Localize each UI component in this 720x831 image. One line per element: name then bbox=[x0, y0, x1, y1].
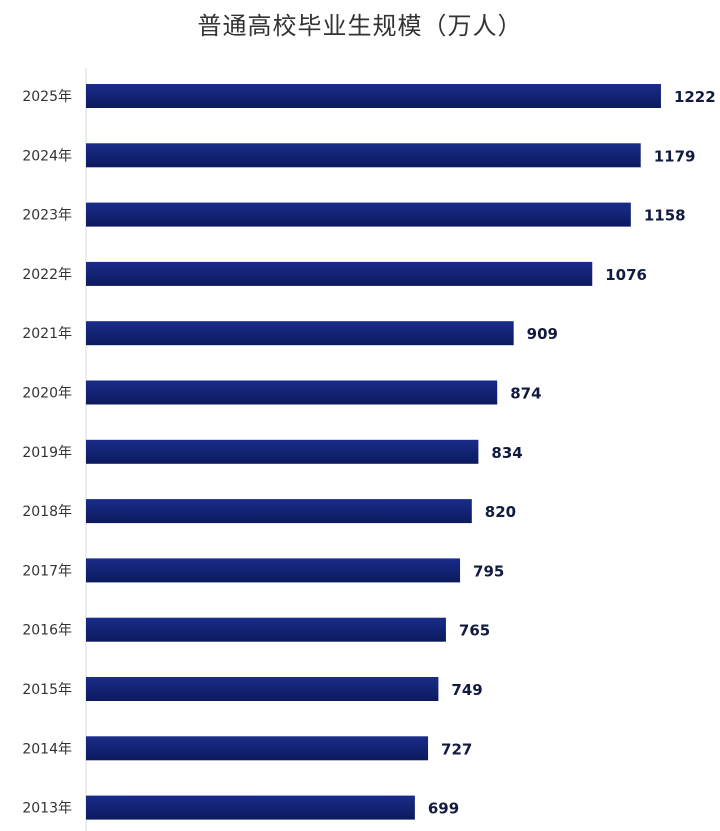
bar bbox=[86, 321, 514, 346]
value-label: 765 bbox=[459, 622, 490, 640]
category-label: 2016年 bbox=[22, 623, 72, 639]
value-label: 1179 bbox=[654, 147, 696, 165]
category-label: 2025年 bbox=[22, 89, 72, 105]
bar bbox=[86, 202, 631, 227]
bars-group: 2025年 1222 2024年 1179 2023年 1158 2022年 1076 2021… bbox=[22, 84, 716, 820]
category-label: 2015年 bbox=[22, 682, 72, 698]
bar bbox=[86, 677, 439, 701]
category-label: 2022年 bbox=[22, 267, 72, 283]
bar bbox=[86, 795, 415, 820]
value-label: 1222 bbox=[674, 88, 716, 106]
bar bbox=[86, 261, 593, 286]
category-label: 2018年 bbox=[22, 504, 72, 520]
category-label: 2013年 bbox=[22, 801, 72, 817]
value-label: 834 bbox=[491, 444, 522, 462]
value-label: 1158 bbox=[644, 207, 686, 225]
value-label: 727 bbox=[441, 740, 472, 758]
category-label: 2024年 bbox=[22, 148, 72, 164]
category-label: 2021年 bbox=[22, 326, 72, 342]
value-label: 909 bbox=[527, 325, 558, 343]
bar bbox=[86, 736, 429, 761]
category-label: 2014年 bbox=[22, 741, 72, 757]
bar bbox=[86, 558, 461, 583]
category-label: 2023年 bbox=[22, 208, 72, 224]
bar bbox=[86, 617, 446, 642]
category-label: 2020年 bbox=[22, 386, 72, 402]
bar bbox=[86, 143, 641, 168]
chart-title: 普通高校毕业生规模（万人） bbox=[197, 12, 523, 40]
bar bbox=[86, 380, 498, 405]
value-label: 795 bbox=[473, 562, 504, 580]
value-label: 1076 bbox=[605, 266, 647, 284]
category-label: 2019年 bbox=[22, 445, 72, 461]
value-label: 874 bbox=[510, 385, 541, 403]
bar bbox=[86, 499, 472, 524]
bar bbox=[86, 439, 479, 464]
value-label: 749 bbox=[451, 681, 482, 699]
bar bbox=[86, 84, 661, 108]
value-label: 699 bbox=[428, 800, 459, 818]
value-label: 820 bbox=[485, 503, 516, 521]
category-label: 2017年 bbox=[22, 563, 72, 579]
